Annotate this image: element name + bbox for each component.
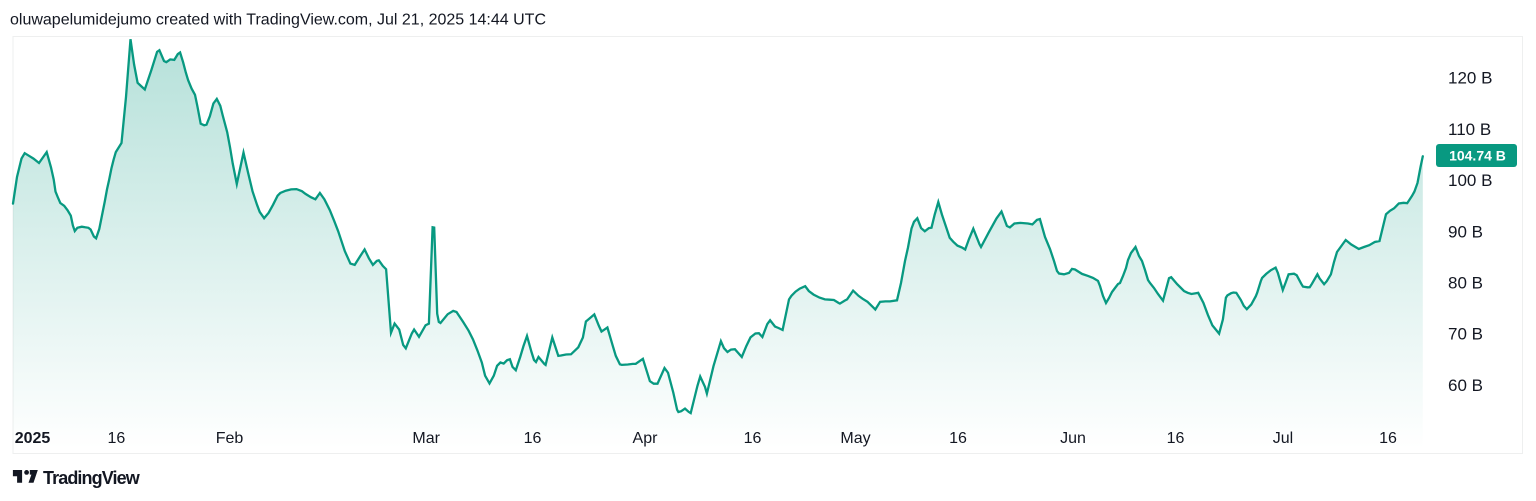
svg-text:Apr: Apr	[633, 430, 659, 447]
svg-text:16: 16	[949, 430, 967, 447]
svg-text:70 B: 70 B	[1448, 325, 1483, 344]
svg-text:90 B: 90 B	[1448, 222, 1483, 241]
svg-text:2025: 2025	[15, 430, 51, 447]
svg-text:16: 16	[108, 430, 126, 447]
svg-text:104.74 B: 104.74 B	[1449, 148, 1506, 164]
svg-text:16: 16	[1167, 430, 1185, 447]
svg-text:May: May	[840, 430, 870, 447]
svg-text:80 B: 80 B	[1448, 274, 1483, 293]
svg-text:100 B: 100 B	[1448, 171, 1492, 190]
svg-text:16: 16	[744, 430, 762, 447]
svg-text:Mar: Mar	[412, 430, 440, 447]
svg-text:oluwapelumidejumo created with: oluwapelumidejumo created with TradingVi…	[10, 12, 546, 29]
svg-text:60 B: 60 B	[1448, 376, 1483, 395]
svg-text:16: 16	[1379, 430, 1397, 447]
svg-text:Jun: Jun	[1060, 430, 1086, 447]
svg-text:Feb: Feb	[216, 430, 244, 447]
svg-text:110 B: 110 B	[1448, 120, 1491, 139]
svg-text:120 B: 120 B	[1448, 69, 1492, 88]
svg-text:16: 16	[524, 430, 542, 447]
svg-text:Jul: Jul	[1273, 430, 1293, 447]
svg-text:TradingView: TradingView	[43, 468, 141, 488]
